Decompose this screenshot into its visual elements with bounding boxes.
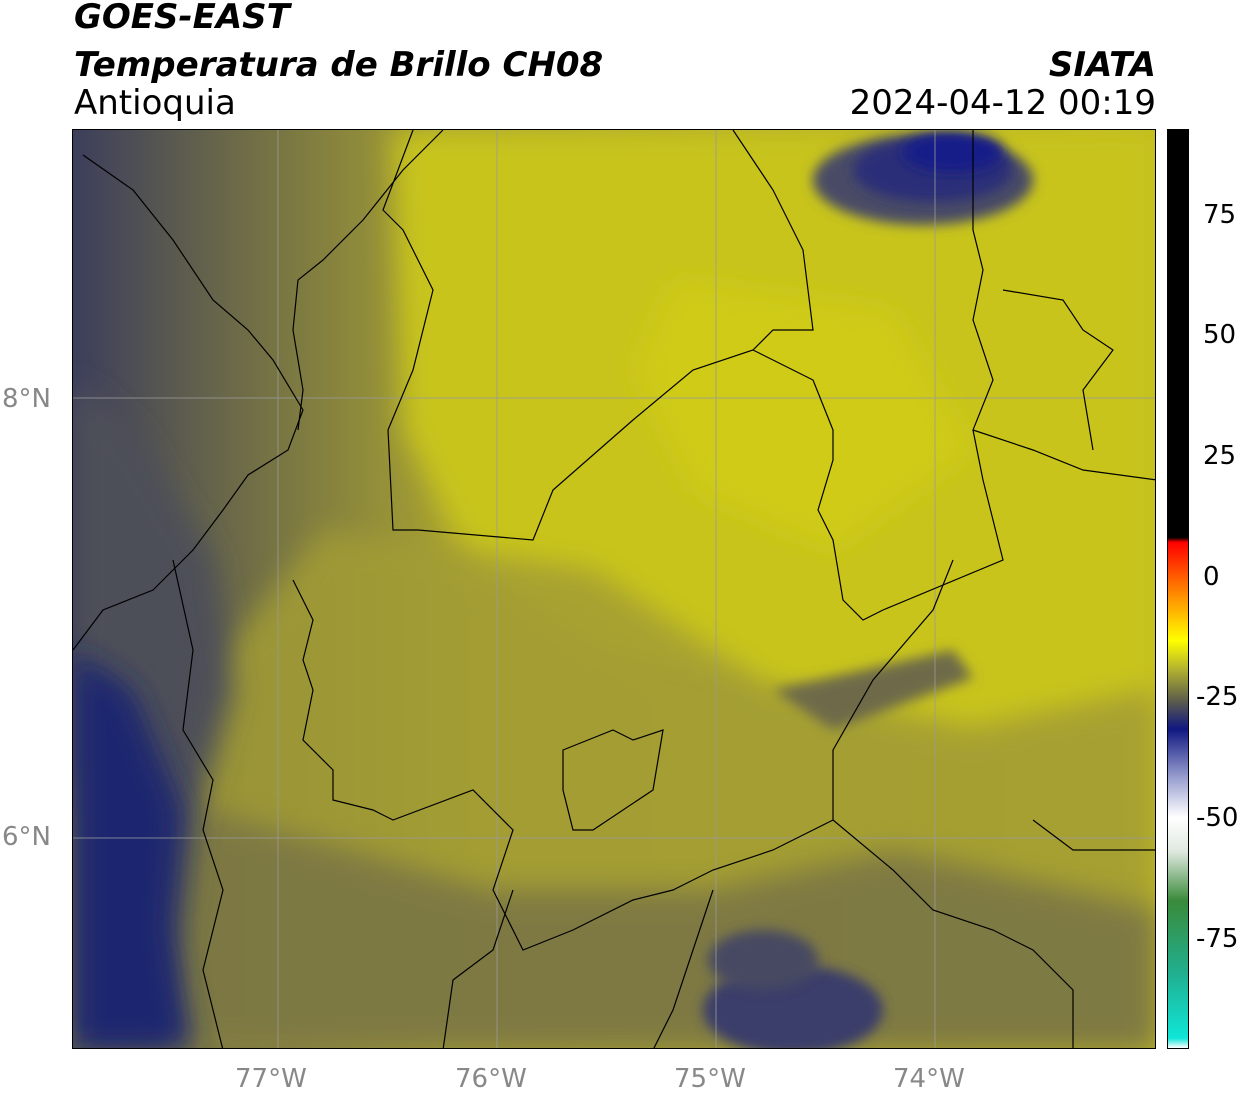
colorbar-tick-25: 25 [1203, 441, 1237, 471]
coastline-pacific [172, 559, 224, 1048]
lon-label-74w: 74°W [893, 1064, 965, 1094]
border-bolivar [1002, 289, 1114, 451]
field-dark-streak [773, 650, 973, 730]
colorbar-tick-minus75: -75 [1196, 924, 1239, 954]
colorbar-tick-0: 0 [1203, 562, 1220, 592]
cloud-ne-core [903, 132, 1003, 172]
lat-label-8n: 8°N [2, 384, 51, 414]
temperature-colorbar [1167, 129, 1189, 1049]
field-yellow-core [633, 280, 973, 550]
agency-title: SIATA [1048, 45, 1156, 85]
lat-label-6n: 6°N [2, 822, 51, 852]
colorbar-tick-50: 50 [1203, 320, 1237, 350]
border-antioquia-east [752, 130, 1004, 621]
coastline-uraba [73, 154, 304, 651]
colorbar-tick-75: 75 [1203, 200, 1237, 230]
lon-label-76w: 76°W [455, 1064, 527, 1094]
region-title: Antioquia [74, 83, 236, 123]
lon-label-77w: 77°W [235, 1064, 307, 1094]
border-antioquia-south [292, 559, 954, 951]
product-title: Temperatura de Brillo CH08 [74, 45, 604, 85]
field-sw-navy [73, 650, 193, 1048]
field-s-navy-b [708, 930, 818, 990]
border-antioquia-north [382, 130, 814, 541]
border-aburra [562, 729, 664, 831]
datetime-title: 2024-04-12 00:19 [849, 83, 1156, 123]
map-canvas [73, 130, 1155, 1048]
border-santander [972, 429, 1155, 481]
brightness-temperature-map [72, 129, 1156, 1049]
lon-label-75w: 75°W [674, 1064, 746, 1094]
border-caldas [832, 819, 1074, 1048]
colorbar-tick-minus50: -50 [1196, 803, 1239, 833]
border-choco-south [442, 889, 514, 1048]
colorbar-tick-minus25: -25 [1196, 682, 1239, 712]
river-atrato [292, 130, 444, 431]
border-boyaca [1032, 819, 1155, 851]
borders [73, 130, 1155, 1048]
satellite-title: GOES-EAST [74, 0, 290, 37]
border-caldas-w [653, 889, 714, 1048]
